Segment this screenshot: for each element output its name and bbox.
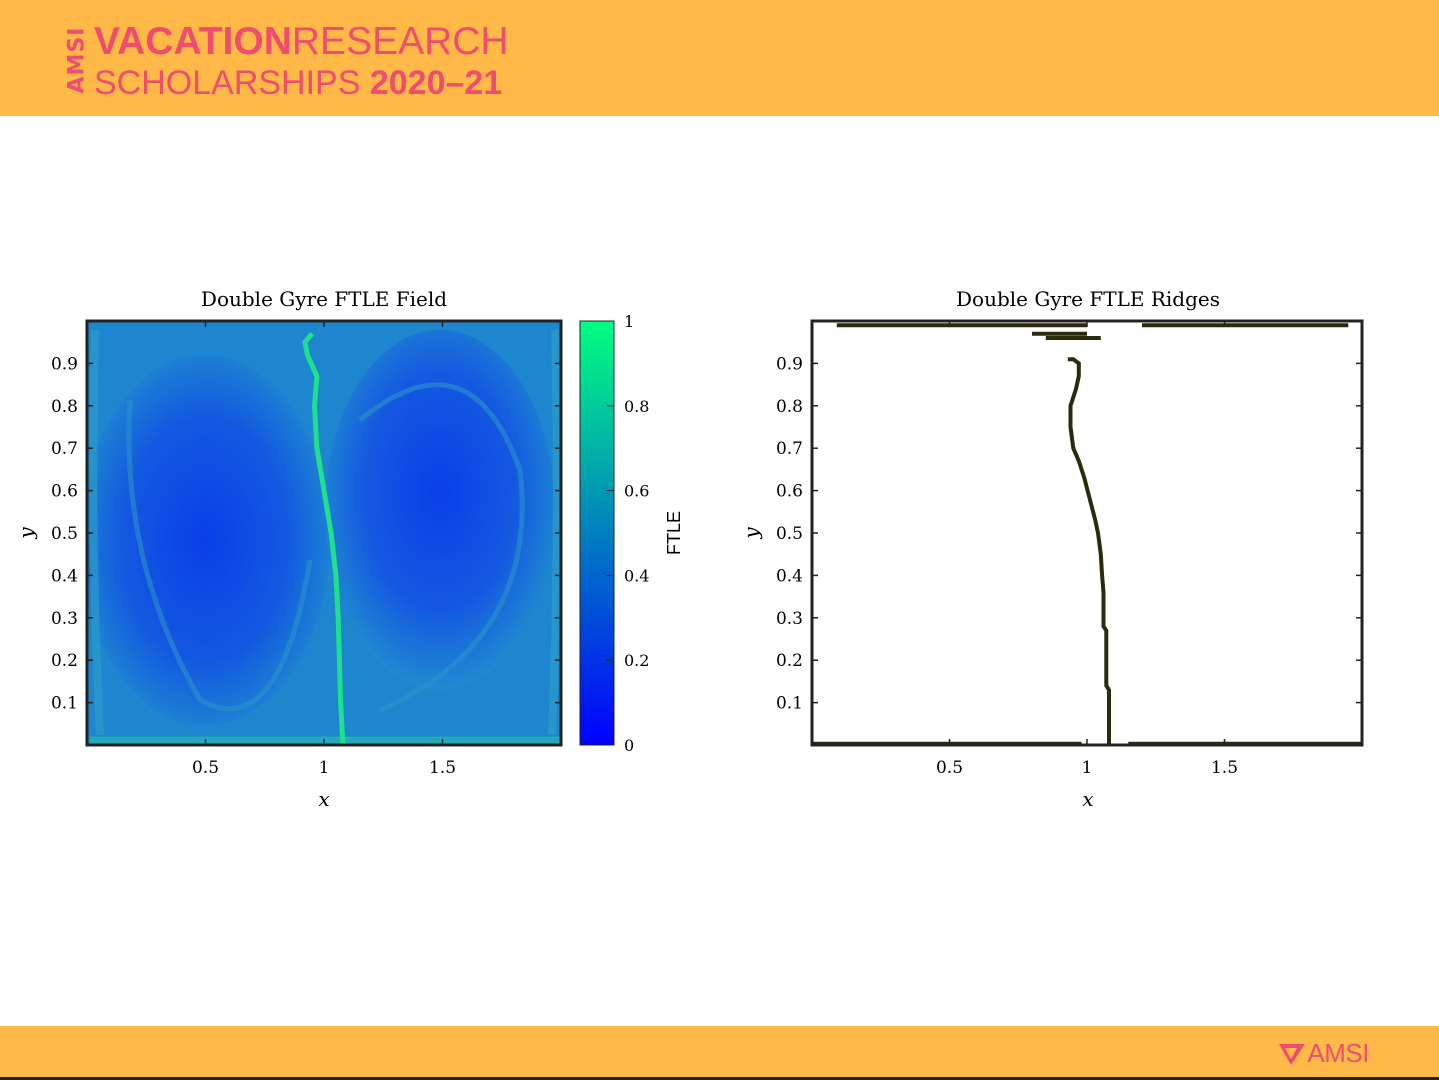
chart-title: Double Gyre FTLE Ridges xyxy=(956,287,1220,311)
x-tick-label: 1 xyxy=(1082,758,1093,778)
x-tick-label: 1.5 xyxy=(429,758,456,778)
y-tick-label: 0.6 xyxy=(776,482,803,502)
colorbar-tick-label: 0.8 xyxy=(624,397,649,416)
x-tick-label: 0.5 xyxy=(936,758,963,778)
colorbar-tick-label: 0 xyxy=(624,736,634,755)
colorbar-label: FTLE xyxy=(664,511,684,555)
x-axis-ticks: 0.5 1 1.5 xyxy=(192,321,456,778)
amsi-arrow-icon xyxy=(1279,1043,1306,1065)
y-tick-label: 0.3 xyxy=(776,609,803,629)
y-axis-label: y xyxy=(739,527,763,540)
colorbar-tick-label: 0.2 xyxy=(624,651,649,670)
y-axis-ticks: 0.1 0.2 0.3 0.4 0.5 0.6 0.7 0.8 0.9 xyxy=(51,354,561,714)
x-axis-label: x xyxy=(1082,787,1093,811)
x-tick-label: 1 xyxy=(319,758,330,778)
y-tick-label: 0.4 xyxy=(776,566,803,586)
colorbar-tick-label: 1 xyxy=(624,312,634,331)
colorbar-tick-label: 0.4 xyxy=(624,566,649,585)
plot-background xyxy=(812,321,1362,745)
header-banner: AMSI VACATIONRESEARCH SCHOLARSHIPS 2020–… xyxy=(0,0,1439,116)
colorbar xyxy=(579,320,615,746)
heatmap-image xyxy=(87,321,561,745)
footer-banner: AMSI xyxy=(0,1026,1439,1080)
y-tick-label: 0.7 xyxy=(51,439,78,459)
y-tick-label: 0.5 xyxy=(776,524,803,544)
x-axis-ticks: 0.5 1 1.5 xyxy=(936,321,1238,778)
logo-line-2: SCHOLARSHIPS 2020–21 xyxy=(94,64,503,102)
colorbar-ticks: 0 0.2 0.4 0.6 0.8 1 xyxy=(606,312,649,755)
x-tick-label: 0.5 xyxy=(192,758,219,778)
y-tick-label: 0.2 xyxy=(776,651,803,671)
chart-title: Double Gyre FTLE Field xyxy=(201,287,447,311)
y-tick-label: 0.6 xyxy=(51,482,78,502)
y-tick-label: 0.8 xyxy=(776,397,803,417)
y-tick-label: 0.3 xyxy=(51,609,78,629)
ftle-ridges-chart: Double Gyre FTLE Ridges 0.5 1 1.5 0.10.20.… xyxy=(739,287,1364,811)
amsi-footer-logo: AMSI xyxy=(1277,1038,1369,1069)
y-tick-label: 0.5 xyxy=(51,524,78,544)
y-tick-label: 0.1 xyxy=(51,694,78,714)
heatmap-ridge xyxy=(302,332,346,745)
x-tick-label: 1.5 xyxy=(1211,758,1238,778)
ridge-line xyxy=(1067,357,1111,745)
y-tick-label: 0.8 xyxy=(51,397,78,417)
colorbar-tick-label: 0.6 xyxy=(624,482,649,501)
y-tick-label: 0.9 xyxy=(51,354,78,374)
y-tick-label: 0.7 xyxy=(776,439,803,459)
ftle-field-chart: Double Gyre FTLE Field 0.5 1 1.5 0.1 0.2 0.3… xyxy=(14,287,684,811)
logo-line-1: VACATIONRESEARCH xyxy=(94,20,509,63)
y-tick-label: 0.2 xyxy=(51,651,78,671)
y-tick-label: 0.9 xyxy=(776,354,803,374)
y-axis-label: y xyxy=(14,527,38,540)
x-axis-label: x xyxy=(318,787,329,811)
y-axis-ticks: 0.1 0.2 0.3 0.4 0.5 0.6 0.7 0.8 0.9 xyxy=(776,354,1362,714)
y-tick-label: 0.1 xyxy=(776,694,803,714)
y-tick-label: 0.4 xyxy=(51,566,78,586)
